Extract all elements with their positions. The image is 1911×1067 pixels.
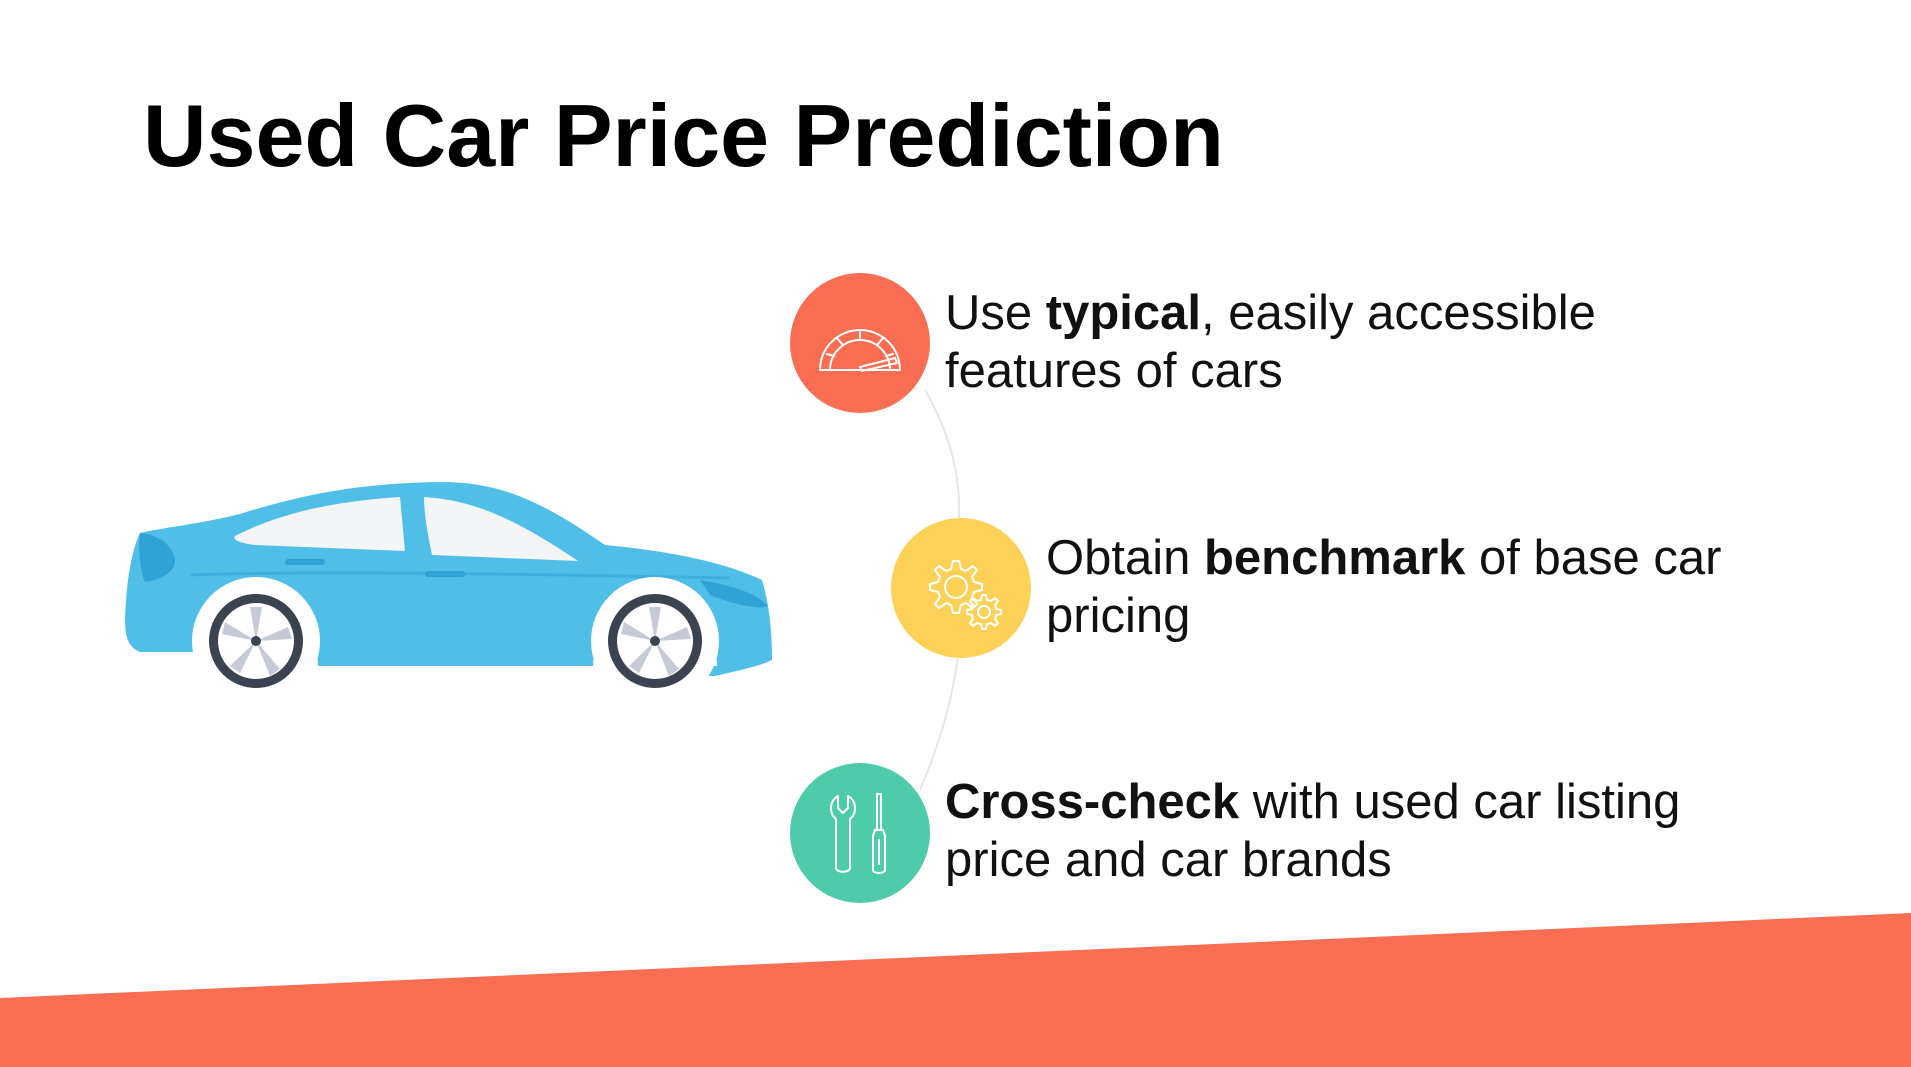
feature-text-3: Cross-check with used car listing price a… (945, 775, 1681, 887)
feature-circle-3 (790, 763, 930, 903)
feature-text-1: Use typical, easily accessible features o… (945, 286, 1596, 398)
feature-circle-1 (790, 273, 930, 413)
rear-wheel (209, 594, 303, 688)
headlight (700, 580, 768, 608)
tail-light (139, 533, 176, 582)
rear-window (234, 497, 405, 551)
slide-title: Used Car Price Prediction (143, 86, 1224, 185)
speedometer-icon (818, 329, 902, 373)
front-wheel (608, 594, 702, 688)
gears-icon (929, 560, 1002, 630)
front-window (424, 497, 578, 561)
car-illustration (125, 482, 773, 700)
feature-text-2: Obtain benchmark of base car pricing (1046, 531, 1722, 643)
tools-icon (829, 793, 886, 874)
feature-circle-2 (891, 518, 1031, 658)
